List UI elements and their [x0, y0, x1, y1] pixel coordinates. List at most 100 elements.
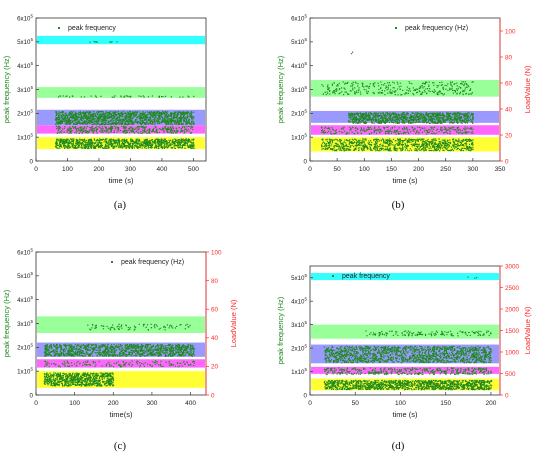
data-point	[110, 120, 112, 122]
data-point	[131, 121, 133, 123]
data-point	[190, 146, 192, 148]
data-point	[81, 117, 83, 120]
data-point	[439, 122, 441, 125]
data-point	[66, 113, 68, 116]
data-point	[361, 150, 363, 152]
data-point	[182, 111, 184, 113]
data-point	[170, 121, 172, 123]
data-point	[368, 143, 370, 145]
data-point	[68, 142, 70, 144]
data-point	[78, 142, 80, 144]
data-point	[121, 115, 123, 117]
data-point	[333, 133, 335, 135]
data-point	[125, 123, 127, 125]
data-point	[105, 120, 107, 122]
data-point	[188, 144, 191, 146]
data-point	[127, 120, 129, 123]
data-point	[464, 120, 466, 122]
data-point	[443, 139, 445, 141]
data-point	[391, 144, 393, 146]
data-point	[442, 114, 445, 116]
data-point	[141, 132, 143, 134]
data-point	[165, 114, 167, 116]
data-point	[60, 144, 62, 147]
data-point	[321, 148, 323, 150]
data-point	[116, 117, 118, 119]
data-point	[106, 147, 108, 149]
data-point	[188, 130, 190, 132]
data-point	[353, 117, 355, 119]
data-point	[59, 141, 61, 143]
data-point	[471, 144, 473, 146]
data-point	[60, 120, 62, 122]
data-point	[176, 145, 179, 147]
data-point	[434, 145, 436, 147]
data-point	[420, 127, 422, 129]
data-point	[116, 140, 118, 142]
data-point	[335, 144, 337, 146]
data-point	[363, 147, 365, 149]
data-point	[399, 121, 401, 123]
data-point	[185, 119, 188, 121]
data-point	[111, 122, 113, 124]
data-point	[433, 144, 435, 146]
data-point	[130, 142, 132, 144]
data-point	[68, 145, 70, 147]
data-point	[439, 142, 442, 144]
data-point	[351, 138, 353, 140]
data-point	[159, 143, 161, 145]
data-point	[158, 131, 160, 134]
data-point	[111, 139, 113, 141]
data-point	[85, 127, 87, 129]
data-point	[87, 144, 89, 146]
data-point	[328, 142, 330, 145]
data-point	[72, 120, 74, 122]
data-point	[75, 115, 77, 117]
data-point	[101, 139, 103, 141]
data-point	[101, 114, 103, 116]
data-point	[356, 145, 358, 147]
data-point	[90, 140, 92, 142]
data-point	[190, 126, 192, 128]
data-point	[141, 145, 143, 147]
data-point	[152, 129, 154, 131]
data-point	[187, 138, 189, 140]
data-point	[416, 146, 418, 148]
data-point	[355, 148, 357, 150]
data-point	[422, 149, 424, 151]
data-point	[93, 121, 95, 123]
data-point	[148, 143, 150, 145]
data-point	[110, 129, 112, 131]
data-point	[181, 145, 183, 147]
data-point	[394, 126, 396, 128]
data-point	[421, 148, 423, 150]
data-point	[387, 132, 389, 134]
data-point	[119, 115, 121, 117]
data-point	[462, 139, 464, 141]
data-point	[134, 119, 136, 121]
data-point	[454, 112, 456, 114]
data-point	[66, 122, 68, 124]
data-point	[110, 119, 112, 121]
data-point	[394, 147, 396, 149]
data-point	[438, 140, 440, 143]
data-point	[355, 144, 357, 146]
data-point	[104, 115, 106, 117]
data-point	[426, 146, 428, 148]
data-point	[104, 113, 106, 115]
data-point	[115, 140, 117, 142]
data-point	[137, 147, 139, 149]
data-point	[58, 127, 60, 129]
data-point	[149, 121, 151, 123]
data-point	[331, 143, 333, 145]
data-point	[423, 145, 425, 147]
data-point	[125, 115, 127, 117]
data-point	[159, 144, 161, 146]
data-point	[154, 143, 156, 145]
data-point	[111, 96, 113, 98]
data-point	[116, 116, 118, 118]
data-point	[84, 116, 86, 118]
data-point	[402, 147, 404, 149]
data-point	[400, 117, 402, 119]
data-point	[65, 119, 67, 121]
